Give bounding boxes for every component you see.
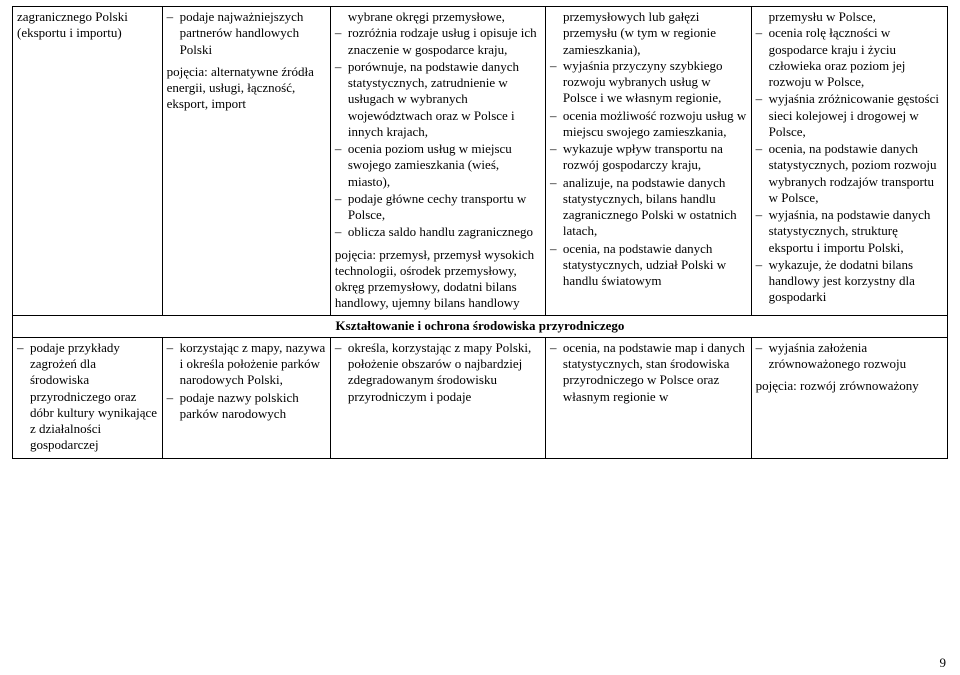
section-title: Kształtowanie i ochrona środowiska przyr… (13, 315, 948, 337)
bullet-list: ocenia, na podstawie map i danych statys… (550, 340, 747, 405)
table-row: podaje przykłady zagrożeń dla środowiska… (13, 337, 948, 458)
bullet-list: korzystając z mapy, nazywa i określa poł… (167, 340, 326, 422)
section-header-row: Kształtowanie i ochrona środowiska przyr… (13, 315, 948, 337)
cell-r1c3: wybrane okręgi przemysłowe, rozróżnia ro… (330, 7, 545, 316)
list-item: określa, korzystając z mapy Polski, poło… (347, 340, 541, 405)
list-item: wykazuje, że dodatni bilans handlowy jes… (767, 257, 943, 306)
list-item: ocenia możliwość rozwoju usług w miejscu… (562, 108, 747, 141)
cell-r2c2: korzystając z mapy, nazywa i określa poł… (162, 337, 330, 458)
list-item: oblicza saldo handlu zagranicznego (347, 224, 541, 240)
list-item: ocenia poziom usług w miejscu swojego za… (347, 141, 541, 190)
list-item: wykazuje wpływ transportu na rozwój gosp… (562, 141, 747, 174)
continuation-text: przemysłowych lub gałęzi przemysłu (w ty… (550, 9, 747, 58)
list-item: wyjaśnia założenia zrównoważonego rozwoj… (767, 340, 943, 373)
page-root: zagranicznego Polski (eksportu i importu… (0, 0, 960, 459)
cell-r2c4: ocenia, na podstawie map i danych statys… (545, 337, 751, 458)
list-item: podaje główne cechy transportu w Polsce, (347, 191, 541, 224)
cell-r2c1: podaje przykłady zagrożeń dla środowiska… (13, 337, 163, 458)
bullet-list: ocenia rolę łączności w gospodarce kraju… (756, 25, 943, 305)
table-row: zagranicznego Polski (eksportu i importu… (13, 7, 948, 316)
list-item: wyjaśnia, na podstawie danych statystycz… (767, 207, 943, 256)
bullet-list: wyjaśnia przyczyny szybkiego rozwoju wyb… (550, 58, 747, 290)
cell-r1c2: podaje najważniejszych partnerów handlow… (162, 7, 330, 316)
list-item: wyjaśnia zróżnicowanie gęstości sieci ko… (767, 91, 943, 140)
list-item: korzystając z mapy, nazywa i określa poł… (178, 340, 326, 389)
cell-r1c5: przemysłu w Polsce, ocenia rolę łącznośc… (751, 7, 947, 316)
bullet-list: podaje najważniejszych partnerów handlow… (167, 9, 326, 58)
list-item: podaje przykłady zagrożeń dla środowiska… (29, 340, 158, 454)
bullet-list: określa, korzystając z mapy Polski, poło… (335, 340, 541, 405)
pojecia-text: pojęcia: rozwój zrównoważony (756, 378, 943, 394)
bullet-list: wyjaśnia założenia zrównoważonego rozwoj… (756, 340, 943, 373)
curriculum-table: zagranicznego Polski (eksportu i importu… (12, 6, 948, 459)
list-item: ocenia, na podstawie danych statystyczny… (767, 141, 943, 206)
list-item: podaje nazwy polskich parków narodowych (178, 390, 326, 423)
cell-r2c5: wyjaśnia założenia zrównoważonego rozwoj… (751, 337, 947, 458)
list-item: ocenia rolę łączności w gospodarce kraju… (767, 25, 943, 90)
list-item: wyjaśnia przyczyny szybkiego rozwoju wyb… (562, 58, 747, 107)
page-number: 9 (940, 655, 947, 671)
list-item: podaje najważniejszych partnerów handlow… (178, 9, 326, 58)
continuation-text: przemysłu w Polsce, (756, 9, 943, 25)
pojecia-text: pojęcia: alternatywne źródła energii, us… (167, 64, 326, 113)
list-item: ocenia, na podstawie map i danych statys… (562, 340, 747, 405)
bullet-list: rozróżnia rodzaje usług i opisuje ich zn… (335, 25, 541, 240)
list-item: ocenia, na podstawie danych statystyczny… (562, 241, 747, 290)
list-item: analizuje, na podstawie danych statystyc… (562, 175, 747, 240)
pojecia-text: pojęcia: przemysł, przemysł wysokich tec… (335, 247, 541, 312)
list-item: porównuje, na podstawie danych statystyc… (347, 59, 541, 140)
cell-r1c1: zagranicznego Polski (eksportu i importu… (13, 7, 163, 316)
cell-r2c3: określa, korzystając z mapy Polski, poło… (330, 337, 545, 458)
cell-text: zagranicznego Polski (eksportu i importu… (17, 9, 128, 40)
list-item: rozróżnia rodzaje usług i opisuje ich zn… (347, 25, 541, 58)
cell-r1c4: przemysłowych lub gałęzi przemysłu (w ty… (545, 7, 751, 316)
bullet-list: podaje przykłady zagrożeń dla środowiska… (17, 340, 158, 454)
continuation-text: wybrane okręgi przemysłowe, (335, 9, 541, 25)
